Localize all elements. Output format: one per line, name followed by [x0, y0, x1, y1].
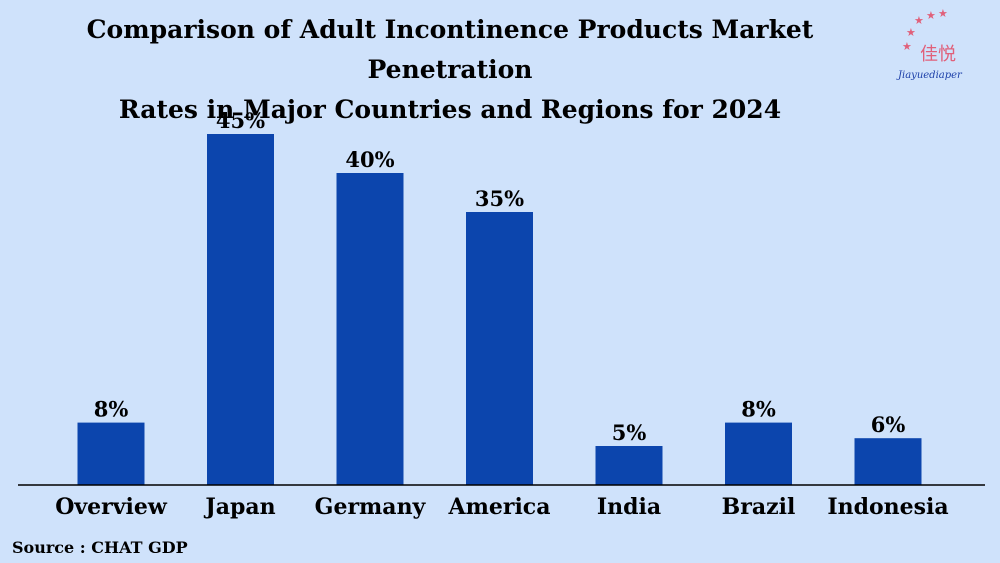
x-tick-label-india: India [597, 494, 661, 520]
svg-text:★: ★ [902, 40, 912, 53]
svg-text:★: ★ [926, 9, 936, 22]
data-label-indonesia: 6% [871, 412, 906, 437]
bars-group [77, 134, 922, 485]
source-note: Source : CHAT GDP [12, 538, 188, 557]
x-tick-label-overview: Overview [55, 494, 168, 520]
brand-logo: ★ ★ ★ ★★ 佳悦 Jiayuediaper [896, 6, 992, 108]
data-label-germany: 40% [345, 147, 394, 172]
x-tick-label-america: America [448, 494, 551, 520]
chart-title-line-2: Rates in Major Countries and Regions for… [118, 95, 782, 124]
bar-germany [336, 173, 404, 485]
logo-text-cn: 佳悦 [920, 44, 956, 65]
data-label-india: 5% [612, 420, 647, 445]
x-tick-label-japan: Japan [203, 494, 275, 520]
bar-india [595, 446, 663, 485]
bar-america [466, 212, 533, 485]
svg-text:★: ★ [938, 7, 948, 20]
bar-overview [77, 422, 145, 485]
x-tick-label-indonesia: Indonesia [827, 494, 948, 520]
stars-icon: ★ ★ ★ ★★ [902, 7, 948, 53]
svg-text:★: ★ [914, 14, 924, 27]
svg-text:★: ★ [906, 26, 916, 39]
bar-japan [207, 134, 274, 485]
data-label-brazil: 8% [741, 397, 776, 422]
bar-brazil [725, 422, 792, 485]
chart-title: Comparison of Adult Incontinence Product… [0, 10, 900, 130]
value-labels-group: 8% 45% 40% 35% 5% 8% 6% [94, 108, 906, 445]
data-label-america: 35% [475, 186, 524, 211]
x-tick-labels-group: Overview Japan Germany America India Brazil In… [55, 494, 948, 520]
data-label-japan: 45% [216, 108, 265, 133]
x-tick-label-brazil: Brazil [722, 494, 796, 520]
logo-text-en: Jiayuediaper [896, 70, 963, 81]
chart-title-line-1: Comparison of Adult Incontinence Product… [86, 15, 814, 84]
x-tick-label-germany: Germany [315, 494, 427, 520]
data-label-overview: 8% [94, 397, 129, 422]
bar-indonesia [854, 438, 922, 485]
